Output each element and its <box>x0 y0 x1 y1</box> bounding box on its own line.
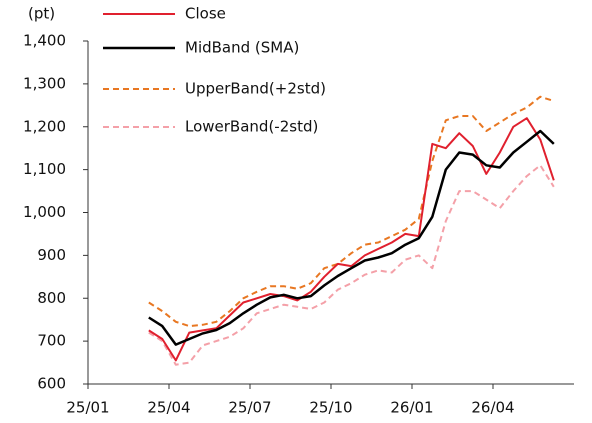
x-tick-label: 25/10 <box>309 399 352 417</box>
series-line <box>148 117 555 362</box>
y-tick-label: 1,100 <box>23 160 66 178</box>
y-tick-label: 900 <box>37 246 66 264</box>
y-axis-label: (pt) <box>28 5 55 23</box>
legend-label: LowerBand(-2std) <box>185 118 318 136</box>
x-tick-label: 25/04 <box>147 399 190 417</box>
series-line <box>148 164 555 366</box>
x-tick-label: 25/07 <box>228 399 271 417</box>
legend-label: MidBand (SMA) <box>185 39 299 57</box>
y-tick-label: 700 <box>37 332 66 350</box>
y-tick-label: 1,000 <box>23 203 66 221</box>
y-tick-label: 1,400 <box>23 32 66 50</box>
series-line <box>148 129 555 346</box>
legend-label: Close <box>185 5 226 23</box>
y-tick-label: 1,300 <box>23 74 66 92</box>
y-tick-label: 800 <box>37 289 66 307</box>
series-line <box>148 95 555 328</box>
y-tick-label: 600 <box>37 375 66 393</box>
x-tick-label: 26/04 <box>471 399 514 417</box>
x-tick-label: 25/01 <box>66 399 109 417</box>
x-tick-label: 26/01 <box>390 399 433 417</box>
y-tick-label: 1,200 <box>23 117 66 135</box>
legend-label: UpperBand(+2std) <box>185 80 326 98</box>
